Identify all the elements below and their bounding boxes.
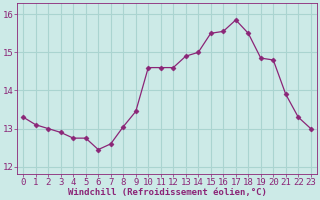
X-axis label: Windchill (Refroidissement éolien,°C): Windchill (Refroidissement éolien,°C) bbox=[68, 188, 267, 197]
